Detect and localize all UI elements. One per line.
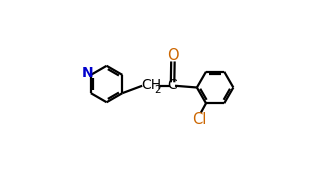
- Text: CH: CH: [141, 78, 161, 92]
- Text: N: N: [82, 66, 94, 80]
- Text: O: O: [167, 48, 179, 63]
- Text: 2: 2: [155, 85, 161, 94]
- Text: C: C: [168, 78, 177, 92]
- Text: Cl: Cl: [192, 112, 206, 127]
